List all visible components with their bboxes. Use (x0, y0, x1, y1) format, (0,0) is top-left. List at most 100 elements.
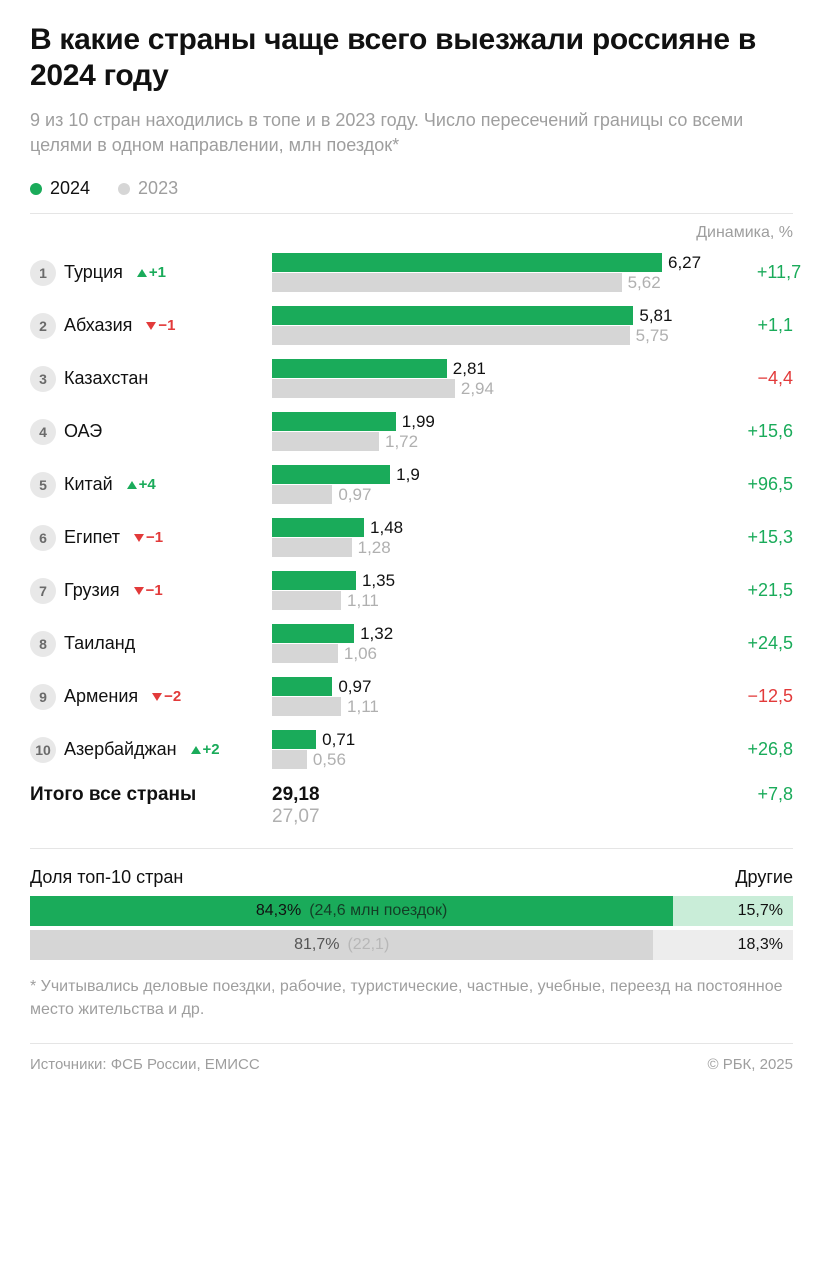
bar-2023 (272, 697, 341, 716)
share-2023-top10-pct: 81,7% (294, 936, 339, 954)
row-left: 7Грузия−1 (30, 578, 262, 604)
country-name: Абхазия (64, 315, 132, 336)
bar-2024 (272, 359, 447, 378)
row-left: 10 Азербайджан +2 (30, 737, 262, 763)
divider (30, 213, 793, 214)
dynamics-value: −4,4 (703, 368, 793, 389)
rank-badge: 5 (30, 472, 56, 498)
country-name: Армения (64, 686, 138, 707)
dynamics-value: +96,5 (703, 474, 793, 495)
value-2024: 1,99 (402, 412, 435, 432)
rank-badge: 4 (30, 419, 56, 445)
rank-badge: 2 (30, 313, 56, 339)
share-2023-top10-sub: (22,1) (347, 936, 389, 954)
legend-dot-icon (118, 183, 130, 195)
legend-item-2024: 2024 (30, 178, 90, 199)
bar-pair: 1,9 0,97 (272, 464, 693, 505)
bar-2023 (272, 591, 341, 610)
value-2023: 2,94 (461, 379, 494, 399)
chart-row: 4ОАЭ1,991,72+15,6 (30, 411, 793, 452)
bar-2024 (272, 253, 662, 272)
value-2023: 1,72 (385, 432, 418, 452)
value-2024: 6,27 (668, 253, 701, 273)
bar-pair: 1,321,06 (272, 623, 693, 664)
bar-2024 (272, 412, 396, 431)
chart-subtitle: 9 из 10 стран находились в топе и в 2023… (30, 108, 793, 158)
rank-change-value: −1 (146, 582, 163, 599)
dynamics-value: +11,7 (711, 262, 801, 283)
rank-change: +2 (191, 741, 220, 758)
chart-row: 3Казахстан2,812,94−4,4 (30, 358, 793, 399)
total-label: Итого все страны (30, 784, 262, 828)
value-2024: 0,71 (322, 730, 355, 750)
copyright: © РБК, 2025 (707, 1056, 793, 1073)
triangle-up-icon (191, 746, 201, 754)
rank-change: +1 (137, 264, 166, 281)
rank-change-value: −1 (146, 529, 163, 546)
bar-2024 (272, 677, 332, 696)
chart-row: 10 Азербайджан +2 0,710,56 +26,8 (30, 729, 793, 770)
chart-title: В какие страны чаще всего выезжали росси… (30, 22, 793, 94)
rank-change: −1 (146, 317, 175, 334)
value-2023: 0,56 (313, 750, 346, 770)
value-2023: 1,11 (347, 697, 379, 717)
row-left: 2 Абхазия −1 (30, 313, 262, 339)
dynamics-value: +24,5 (703, 633, 793, 654)
rank-badge: 8 (30, 631, 56, 657)
value-2023: 5,75 (636, 326, 669, 346)
divider (30, 848, 793, 849)
country-name: Турция (64, 262, 123, 283)
share-header: Доля топ-10 стран Другие (30, 867, 793, 888)
bar-pair: 1,481,28 (272, 517, 693, 558)
rank-change: −1 (134, 529, 163, 546)
dynamics-value: +15,3 (703, 527, 793, 548)
bar-2024 (272, 571, 356, 590)
rank-change: +4 (127, 476, 156, 493)
bar-2024 (272, 306, 633, 325)
share-right-label: Другие (735, 867, 793, 888)
rank-change-value: −2 (164, 688, 181, 705)
legend: 2024 2023 (30, 178, 793, 199)
bar-2024 (272, 624, 354, 643)
share-2024-other-pct: 15,7% (738, 902, 783, 920)
value-2023: 0,97 (338, 485, 371, 505)
value-2023: 5,62 (628, 273, 661, 293)
rank-change: −2 (152, 688, 181, 705)
share-2024-top10-sub: (24,6 млн поездок) (309, 902, 447, 920)
country-name: Азербайджан (64, 739, 177, 760)
share-left-label: Доля топ-10 стран (30, 867, 183, 888)
share-2024-top10-pct: 84,3% (256, 902, 301, 920)
bar-2024 (272, 518, 364, 537)
legend-dot-icon (30, 183, 42, 195)
row-left: 3Казахстан (30, 366, 262, 392)
triangle-down-icon (134, 534, 144, 542)
dynamics-value: +21,5 (703, 580, 793, 601)
sources: Источники: ФСБ России, ЕМИСС (30, 1056, 260, 1073)
rank-badge: 6 (30, 525, 56, 551)
dynamics-value: +26,8 (703, 739, 793, 760)
total-row: Итого все страны 29,18 27,07 +7,8 (30, 784, 793, 828)
bar-chart-rows: 1Турция+16,275,62+11,72Абхазия−15,815,75… (30, 252, 793, 770)
row-left: 5Китай+4 (30, 472, 262, 498)
country-name: Казахстан (64, 368, 148, 389)
value-2024: 5,81 (639, 306, 672, 326)
share-2024-other: 15,7% (673, 896, 793, 926)
value-2024: 1,9 (396, 465, 420, 485)
rank-badge: 10 (30, 737, 56, 763)
rank-badge: 9 (30, 684, 56, 710)
value-2024: 0,97 (338, 677, 371, 697)
total-dynamics: +7,8 (703, 784, 793, 828)
share-2024-top10: 84,3% (24,6 млн поездок) (30, 896, 673, 926)
bar-2023 (272, 538, 352, 557)
total-values: 29,18 27,07 (272, 784, 693, 828)
country-name: Таиланд (64, 633, 135, 654)
rank-badge: 7 (30, 578, 56, 604)
bar-pair: 5,815,75 (272, 305, 693, 346)
rank-change-value: +2 (203, 741, 220, 758)
bar-2024 (272, 730, 316, 749)
row-left: 1Турция+1 (30, 260, 262, 286)
chart-row: 1Турция+16,275,62+11,7 (30, 252, 793, 293)
bar-2024 (272, 465, 390, 484)
bar-pair: 0,710,56 (272, 729, 693, 770)
value-2023: 1,28 (358, 538, 391, 558)
